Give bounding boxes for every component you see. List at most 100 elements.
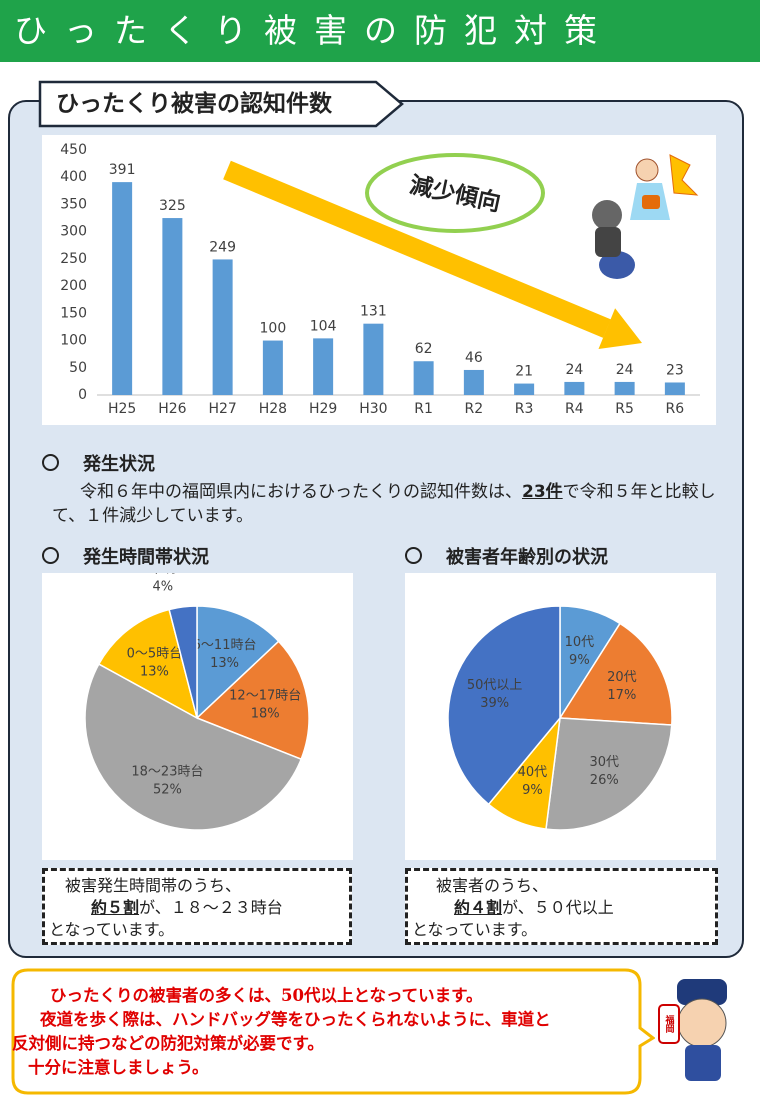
bar <box>664 382 685 395</box>
value-label: 23 <box>666 362 684 378</box>
y-tick-label: 250 <box>60 251 87 267</box>
slice-value-label: 13% <box>140 665 169 680</box>
bullet <box>42 454 59 471</box>
value-label: 325 <box>159 198 186 214</box>
note-text: が、１８～２３時台 <box>139 898 283 917</box>
mascot-face <box>677 998 727 1048</box>
pie-slice <box>97 608 199 720</box>
warning-line: ひったくりの被害者の多くは、50代以上となっています。 <box>50 986 483 1005</box>
note-emphasis: 約４割 <box>454 898 503 917</box>
slice-value-label: 39% <box>480 696 509 711</box>
chart-title: ひったくり被害の認知件数 <box>56 91 332 117</box>
slice-value-label: 9% <box>569 653 590 668</box>
bar <box>564 381 585 395</box>
note-line: となっています。 <box>49 920 175 939</box>
pie-chart: 6～11時台 13% 12～17時台 18% 18～23時台 52% 0～5時台 13% 不明 4… <box>42 573 353 860</box>
slice-label: 40代 <box>518 765 548 780</box>
note-text: が、５０代以上 <box>502 898 614 917</box>
bar <box>313 338 334 395</box>
header-title: ひったくり被害の防犯対策 <box>0 0 760 62</box>
rider-body <box>595 227 621 257</box>
slice-value-label: 9% <box>522 783 543 798</box>
slice-label: 0～5時台 <box>127 647 183 662</box>
value-label: 391 <box>109 162 136 178</box>
note: 被害発生時間帯のうち、 約５割が、１８～２３時台 となっています。 <box>42 868 352 945</box>
x-tick-label: R3 <box>515 401 534 417</box>
pie-slice <box>84 663 303 831</box>
note-line: となっています。 <box>412 920 538 939</box>
slice-label: 10代 <box>565 635 595 650</box>
warning-line: 反対側に持つなどの防犯対策が必要です。 <box>12 1034 324 1053</box>
slice-value-label: 13% <box>210 656 239 671</box>
y-tick-label: 150 <box>60 305 87 321</box>
value-label: 131 <box>360 304 387 320</box>
x-tick-label: H27 <box>208 401 236 417</box>
slice-label: 18～23時台 <box>131 764 203 779</box>
status-emphasis: 23件 <box>522 482 563 502</box>
slice-label: 不明 <box>150 573 176 577</box>
x-tick-label: R1 <box>414 401 433 417</box>
bar <box>262 340 283 395</box>
cloud-shape <box>365 153 545 233</box>
x-tick-label: R4 <box>565 401 584 417</box>
status-text: 令和６年中の福岡県内におけるひったくりの認知件数は、23件で令和５年と比較して、… <box>52 480 722 528</box>
y-tick-label: 400 <box>60 169 87 185</box>
callout-shape <box>11 968 655 1095</box>
y-tick-label: 300 <box>60 224 87 240</box>
mascot: 福岡 <box>658 979 727 1081</box>
pie-slice <box>196 605 280 720</box>
value-label: 21 <box>515 364 533 380</box>
bullet <box>405 547 422 564</box>
note-line: 約４割が、５０代以上 <box>412 897 715 919</box>
bullet <box>42 547 59 564</box>
x-tick-label: H28 <box>259 401 287 417</box>
note-line: 約５割が、１８～２３時台 <box>49 897 349 919</box>
scooter <box>599 251 635 279</box>
note: 被害者のうち、 約４割が、５０代以上 となっています。 <box>405 868 718 945</box>
value-label: 62 <box>415 341 433 357</box>
trend-arrow <box>223 160 611 338</box>
shock <box>669 154 699 196</box>
slice-label: 20代 <box>607 670 637 685</box>
bar <box>514 383 535 395</box>
cloud <box>365 153 545 233</box>
slice-label: 50代以上 <box>467 678 523 693</box>
x-tick-label: H26 <box>158 401 186 417</box>
value-label: 249 <box>209 239 236 255</box>
value-label: 46 <box>465 350 483 366</box>
bar <box>413 361 434 395</box>
tab-shape <box>38 80 404 128</box>
mascot-body <box>685 1045 721 1081</box>
x-tick-label: H25 <box>108 401 136 417</box>
bar <box>614 381 635 395</box>
pie-heading-row: 被害者年齢別の状況 <box>405 543 608 569</box>
trend-arrow-head <box>598 308 642 349</box>
mascot-hat <box>677 979 727 1005</box>
bar <box>212 259 233 395</box>
warning-text: ひったくりの被害者の多くは、50代以上となっています。 夜道を歩く際は、ハンドバ… <box>12 984 551 1080</box>
pie-slice <box>447 605 561 806</box>
y-tick-label: 50 <box>69 360 87 376</box>
bar <box>162 218 183 395</box>
pie-chart: 10代 9% 20代 17% 30代 26% 40代 9% 50代以上 39% <box>405 573 716 860</box>
y-tick-label: 0 <box>78 387 87 403</box>
note-line: 被害発生時間帯のうち、 <box>65 876 242 895</box>
slice-value-label: 18% <box>251 706 280 721</box>
status-text-before: 令和６年中の福岡県内におけるひったくりの認知件数は、 <box>80 482 522 502</box>
value-label: 24 <box>565 362 583 378</box>
chart-title: 発生時間帯状況 <box>83 547 209 568</box>
value-label: 104 <box>310 318 337 334</box>
y-tick-label: 200 <box>60 278 87 294</box>
bar <box>463 369 484 395</box>
status-heading-row: 発生状況 <box>42 450 155 476</box>
slice-label: 30代 <box>589 755 619 770</box>
rider-helmet <box>592 200 622 230</box>
mascot-badge: 福岡 <box>664 1014 676 1034</box>
y-tick-label: 450 <box>60 142 87 158</box>
slice-label: 6～11時台 <box>193 638 257 653</box>
value-label: 100 <box>260 321 287 337</box>
bar <box>363 323 384 395</box>
bar-chart: 減少傾向 050100150200250300350400450391H2532… <box>42 135 716 425</box>
pie-slice <box>195 640 310 761</box>
